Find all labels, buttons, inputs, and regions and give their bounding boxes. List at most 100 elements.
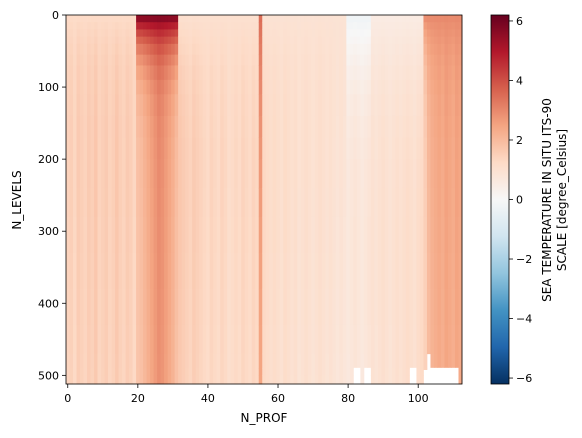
heatmap-cell [125,252,130,290]
heatmap-cell [230,79,235,95]
heatmap-cell [332,353,337,369]
heatmap-cell [335,353,340,369]
heatmap-cell [213,22,218,30]
heatmap-cell [192,29,197,38]
heatmap-cell [206,187,211,218]
heatmap-cell [444,115,449,138]
heatmap-cell [416,54,421,66]
heatmap-cell [143,94,147,117]
heatmap-cell [293,36,298,45]
heatmap-cell [433,36,438,45]
heatmap-cell [262,15,267,23]
heatmap-cell [346,94,351,117]
heatmap-cell [213,79,218,95]
heatmap-cell [318,368,323,376]
heatmap-cell [223,216,228,254]
heatmap-cell [132,288,137,326]
heatmap-cell [150,368,155,376]
heatmap-cell [447,94,452,117]
heatmap-cell [139,65,144,81]
heatmap-cell [206,159,211,189]
heatmap-cell [146,137,151,160]
heatmap-cell [132,15,137,23]
heatmap-cell [206,375,211,385]
heatmap-cell [185,216,190,254]
heatmap-cell [398,252,403,290]
heatmap-cell [279,79,284,95]
heatmap-cell [234,216,239,254]
heatmap-cell [76,216,81,254]
heatmap-cell [437,94,442,117]
heatmap-cell [388,43,393,56]
heatmap-cell [227,137,232,160]
heatmap-cell [307,94,312,117]
heatmap-cell [384,115,389,138]
heatmap-cell [451,43,456,56]
heatmap-cell [440,187,445,218]
heatmap-cell [265,252,270,290]
heatmap-cell [321,353,326,369]
heatmap-cell [206,288,211,326]
heatmap-cell [402,252,407,290]
heatmap-cell [76,36,81,45]
heatmap-cell [185,54,190,66]
heatmap-cell [269,79,274,95]
heatmap-cell [360,159,365,189]
heatmap-cell [258,159,263,189]
heatmap-cell [139,79,144,95]
heatmap-cell [101,187,105,218]
heatmap-cell [395,94,400,117]
heatmap-cell [216,216,221,254]
heatmap-cell [111,22,116,30]
heatmap-cell [367,187,372,218]
heatmap-cell [80,368,84,376]
heatmap-cell [283,353,288,369]
heatmap-cell [276,22,281,30]
heatmap-cell [90,324,95,355]
heatmap-cell [339,187,344,218]
heatmap-cell [437,288,442,326]
heatmap-cell [311,54,316,66]
heatmap-cell [230,375,235,385]
heatmap-cell [314,54,319,66]
heatmap-cell [160,353,165,369]
heatmap-cell [167,187,172,218]
heatmap-cell [440,137,445,160]
heatmap-cell [353,36,358,45]
heatmap-cell [262,324,267,355]
heatmap-cell [426,79,431,95]
heatmap-cell [251,94,256,117]
heatmap-cell [199,368,204,376]
heatmap-cell [272,94,277,117]
heatmap-cell [335,159,340,189]
heatmap-cell [272,54,277,66]
heatmap-cell [136,36,140,45]
heatmap-cell [426,43,431,56]
heatmap-cell [265,29,270,38]
heatmap-cell [311,368,316,376]
heatmap-cell [370,353,375,369]
heatmap-cell [132,159,137,189]
heatmap-cell [451,324,456,355]
heatmap-cell [108,36,112,45]
heatmap-cell [153,216,158,254]
heatmap-cell [335,15,340,23]
heatmap-cell [405,22,410,30]
heatmap-cell [300,353,305,369]
heatmap-cell [374,252,379,290]
heatmap-cell [318,115,323,138]
heatmap-cell [174,79,179,95]
heatmap-cell [325,324,330,355]
heatmap-cell [97,187,102,218]
heatmap-cell [430,115,435,138]
heatmap-cell [346,115,351,138]
heatmap-cell [321,375,326,385]
heatmap-cell [122,252,126,290]
heatmap-cell [451,252,456,290]
heatmap-cell [192,65,197,81]
heatmap-cell [279,54,284,66]
heatmap-cell [272,159,277,189]
heatmap-cell [83,65,88,81]
heatmap-cell [108,15,112,23]
heatmap-cell [220,65,225,81]
